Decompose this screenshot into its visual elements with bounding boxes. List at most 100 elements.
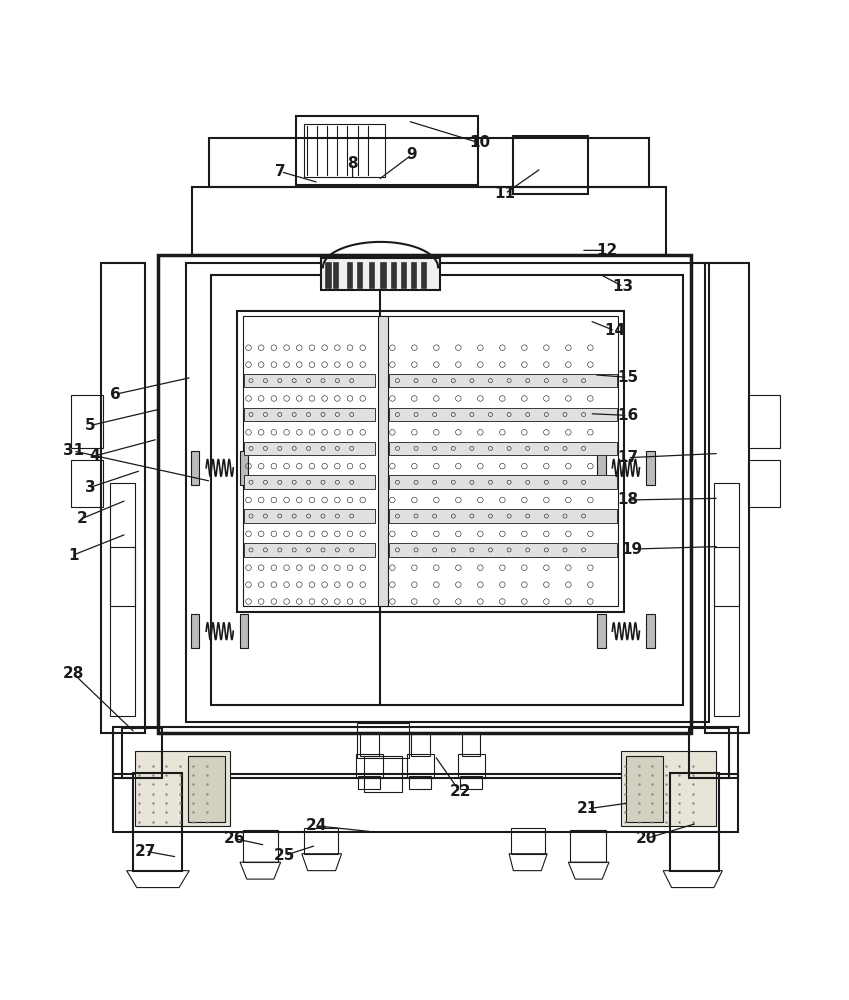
Bar <box>597 614 605 648</box>
Bar <box>321 258 440 290</box>
Bar <box>70 460 103 507</box>
Bar <box>363 756 402 792</box>
Bar <box>333 262 338 288</box>
Text: 13: 13 <box>613 279 634 294</box>
Text: 20: 20 <box>636 831 657 846</box>
Bar <box>245 442 375 455</box>
Bar <box>401 262 406 288</box>
Text: 28: 28 <box>63 666 84 681</box>
Text: 5: 5 <box>85 418 96 433</box>
Text: 17: 17 <box>617 450 638 465</box>
Text: 21: 21 <box>576 801 598 816</box>
Bar <box>186 263 709 722</box>
Text: 15: 15 <box>617 370 638 385</box>
Bar <box>621 751 716 826</box>
Bar <box>209 138 649 187</box>
Bar <box>191 451 200 485</box>
Text: 19: 19 <box>621 542 643 557</box>
Bar <box>597 451 605 485</box>
Bar <box>646 614 655 648</box>
Text: 24: 24 <box>306 818 327 833</box>
Bar <box>389 442 617 455</box>
Bar <box>389 475 617 489</box>
Bar <box>101 263 145 733</box>
Text: 6: 6 <box>110 387 121 402</box>
Bar <box>458 754 485 778</box>
Bar <box>689 728 729 778</box>
Bar <box>670 773 719 871</box>
Bar <box>356 754 383 778</box>
Bar <box>110 547 135 716</box>
Text: 11: 11 <box>494 186 515 201</box>
Bar <box>304 828 338 854</box>
Bar <box>411 732 430 756</box>
Bar <box>421 262 426 288</box>
Bar <box>243 316 618 606</box>
Text: 25: 25 <box>274 848 295 863</box>
Bar <box>378 316 388 606</box>
Text: 8: 8 <box>347 156 358 171</box>
Bar <box>748 460 780 507</box>
Bar <box>295 116 478 185</box>
Bar <box>407 754 434 778</box>
Bar <box>113 727 738 778</box>
Bar <box>714 547 739 716</box>
Bar <box>158 255 691 733</box>
Bar <box>70 395 103 448</box>
Bar <box>570 830 605 862</box>
Text: 7: 7 <box>275 164 286 179</box>
Bar <box>245 408 375 421</box>
Text: 3: 3 <box>85 480 96 495</box>
Bar <box>389 509 617 523</box>
Bar <box>188 756 225 822</box>
Text: 22: 22 <box>449 784 471 799</box>
Text: 26: 26 <box>223 831 245 846</box>
Bar <box>243 830 278 862</box>
Text: 1: 1 <box>68 548 79 563</box>
Text: 16: 16 <box>617 408 638 423</box>
Bar <box>240 614 249 648</box>
Bar <box>325 262 330 288</box>
Text: 9: 9 <box>407 147 417 162</box>
Bar <box>192 187 666 255</box>
Bar <box>240 451 249 485</box>
Bar <box>409 776 431 789</box>
Bar <box>304 124 385 177</box>
Bar <box>121 728 162 778</box>
Bar <box>358 776 380 789</box>
Bar <box>714 483 739 606</box>
Bar <box>511 828 545 854</box>
Text: 31: 31 <box>63 443 84 458</box>
Bar <box>514 136 588 194</box>
Text: 2: 2 <box>76 511 87 526</box>
Text: 4: 4 <box>89 448 100 463</box>
Bar <box>706 263 750 733</box>
Bar <box>380 262 385 288</box>
Bar <box>135 751 230 826</box>
Bar <box>360 732 379 756</box>
Bar <box>113 774 738 832</box>
Bar <box>748 395 780 448</box>
Bar <box>191 614 200 648</box>
Bar <box>389 374 617 387</box>
Bar <box>626 756 663 822</box>
Bar <box>346 262 351 288</box>
Text: 12: 12 <box>596 243 617 258</box>
Bar <box>237 311 624 612</box>
Bar <box>245 475 375 489</box>
Bar <box>110 483 135 606</box>
Bar <box>245 374 375 387</box>
Bar <box>646 451 655 485</box>
Bar <box>389 408 617 421</box>
Text: 10: 10 <box>469 135 490 150</box>
Bar <box>462 732 481 756</box>
Bar <box>211 275 683 705</box>
Bar <box>368 262 374 288</box>
Bar <box>245 543 375 557</box>
Bar <box>389 543 617 557</box>
Bar <box>132 773 182 871</box>
Text: 27: 27 <box>134 844 156 859</box>
Bar <box>411 262 416 288</box>
Bar <box>357 262 362 288</box>
Bar <box>391 262 396 288</box>
